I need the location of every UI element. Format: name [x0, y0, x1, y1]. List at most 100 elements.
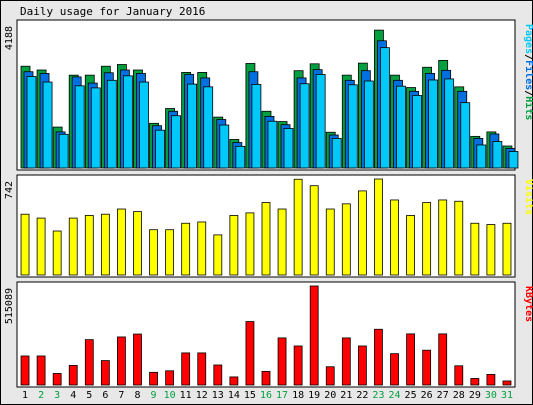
bar-visits: [293, 178, 303, 276]
bar-visits: [229, 215, 239, 276]
x-tick-label: 13: [212, 390, 224, 401]
bar-kbytes: [68, 364, 78, 386]
bar-pages: [299, 83, 310, 169]
bar-pages: [90, 87, 101, 169]
x-tick-label: 3: [54, 390, 60, 401]
bar-kbytes: [293, 345, 303, 386]
bar-kbytes: [117, 336, 126, 386]
bar-pages: [155, 129, 165, 169]
x-tick-label: 1: [22, 390, 28, 401]
x-tick-label: 16: [260, 390, 272, 401]
bar-kbytes: [52, 373, 62, 386]
bar-kbytes: [100, 360, 110, 386]
bar-kbytes: [277, 337, 287, 386]
bar-visits: [165, 229, 175, 276]
bar-pages: [492, 141, 503, 169]
bar-visits: [438, 199, 448, 276]
x-tick-label: 8: [134, 390, 140, 401]
bar-kbytes: [309, 285, 319, 386]
bar-pages: [26, 76, 37, 169]
bar-pages: [203, 86, 214, 169]
bar-pages: [508, 151, 519, 169]
bar-visits: [84, 215, 94, 276]
x-tick-label: 17: [276, 390, 288, 401]
x-tick-label: 27: [437, 390, 449, 401]
bar-visits: [20, 213, 30, 276]
x-tick-label: 22: [356, 390, 368, 401]
x-tick-label: 12: [196, 390, 208, 401]
bar-pages: [396, 85, 406, 169]
bar-visits: [325, 208, 335, 276]
bar-visits: [245, 212, 255, 276]
panel-kbytes: 515089 KBytes: [4, 281, 533, 388]
bar-pages: [428, 79, 439, 169]
bar-visits: [133, 211, 142, 276]
bar-kbytes: [165, 370, 175, 386]
bar-pages: [331, 138, 342, 169]
bar-pages: [122, 75, 133, 169]
bar-kbytes: [197, 352, 207, 386]
bar-kbytes: [325, 366, 335, 386]
x-tick-label: 20: [324, 390, 336, 401]
x-tick-label: 28: [453, 390, 465, 401]
x-tick-label: 6: [102, 390, 108, 401]
bar-kbytes: [454, 365, 464, 386]
bar-pages: [363, 80, 374, 169]
x-tick-label: 31: [501, 390, 513, 401]
bar-pages: [412, 95, 422, 169]
bar-visits: [309, 185, 319, 276]
bar-visits: [486, 224, 496, 276]
panel-hits-files-pages: 4188 Pages/Files/Hits: [4, 19, 533, 171]
bar-visits: [470, 222, 480, 276]
bar-kbytes: [229, 376, 239, 386]
bar-pages: [106, 79, 117, 169]
bar-pages: [380, 47, 390, 169]
bar-pages: [267, 120, 278, 169]
bar-visits: [406, 215, 415, 276]
x-tick-label: 11: [180, 390, 192, 401]
x-axis-day-labels: 1 2 3 4 5 6 7 8 9 10 11 12 13 14 15 16 17 18 19 20 21 22 23 24 2…: [22, 390, 513, 401]
x-tick-label: 24: [388, 390, 400, 401]
bar-visits: [277, 208, 287, 276]
x-tick-label: 29: [469, 390, 481, 401]
bar-pages: [315, 74, 326, 169]
bar-kbytes: [374, 328, 383, 386]
y-max-label: 742: [4, 181, 15, 199]
bar-visits: [341, 203, 351, 276]
bar-kbytes: [422, 349, 432, 386]
bar-kbytes: [438, 333, 448, 386]
x-tick-label: 23: [372, 390, 384, 401]
bar-visits: [213, 234, 223, 276]
bar-visits: [36, 217, 46, 276]
bar-visits: [261, 202, 271, 276]
x-tick-label: 5: [86, 390, 92, 401]
bar-visits: [357, 190, 367, 276]
bar-visits: [181, 222, 191, 276]
bar-kbytes: [261, 370, 271, 386]
bar-pages: [460, 102, 471, 169]
x-tick-label: 10: [164, 390, 176, 401]
bar-kbytes: [406, 333, 415, 386]
bar-kbytes: [20, 355, 30, 386]
bar-pages: [347, 84, 358, 169]
bar-kbytes: [357, 345, 367, 386]
bar-visits: [68, 217, 78, 276]
bar-kbytes: [245, 321, 255, 386]
bar-kbytes: [341, 337, 351, 386]
bar-kbytes: [36, 355, 46, 386]
bar-pages: [187, 83, 198, 169]
x-tick-label: 21: [340, 390, 352, 401]
bar-kbytes: [84, 339, 94, 386]
bar-pages: [42, 81, 53, 169]
y-max-label: 4188: [4, 26, 15, 50]
series-legend-label: Visits: [523, 179, 533, 215]
bar-visits: [390, 199, 399, 276]
bar-kbytes: [502, 380, 512, 386]
x-tick-label: 25: [405, 390, 417, 401]
x-tick-label: 4: [70, 390, 76, 401]
bar-visits: [502, 222, 512, 276]
x-tick-label: 26: [421, 390, 433, 401]
bar-pages: [58, 133, 69, 169]
panel-frame: [16, 281, 516, 388]
panel-visits: 742 Visits: [4, 174, 533, 278]
